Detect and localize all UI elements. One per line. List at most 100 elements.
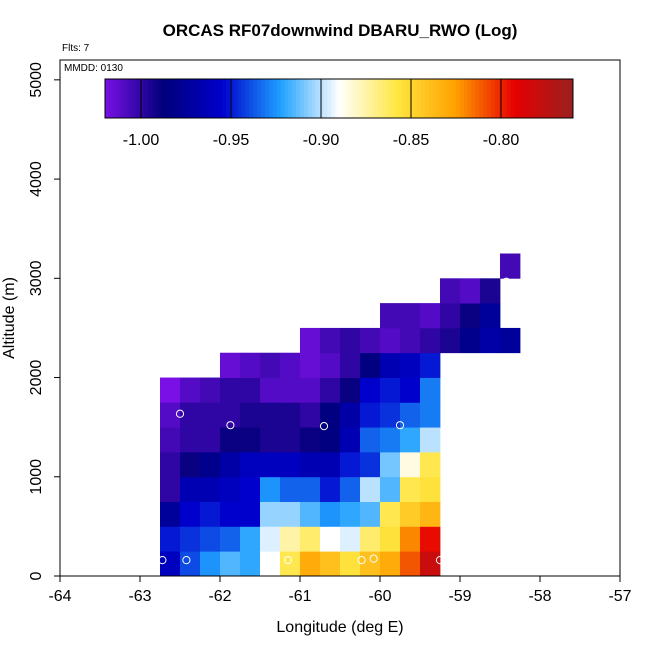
heatmap-cell <box>160 402 181 428</box>
heatmap-cell <box>340 451 361 478</box>
heatmap-cell <box>500 327 521 354</box>
colorbar-segment <box>358 79 363 118</box>
sample-marker <box>502 277 511 286</box>
colorbar-segment <box>534 79 539 118</box>
colorbar-segment <box>370 79 375 118</box>
x-tick-label: -60 <box>368 588 391 605</box>
heatmap-cell <box>360 427 381 453</box>
heatmap-cell <box>340 327 361 354</box>
heatmap-cell <box>360 551 381 577</box>
colorbar-segment <box>413 79 418 118</box>
colorbar-segment <box>229 79 235 118</box>
sample-marker <box>435 556 445 565</box>
heatmap-cell <box>180 451 201 478</box>
colorbar-segment <box>264 79 270 118</box>
sample-marker <box>175 409 185 418</box>
colorbar-segment <box>167 79 172 118</box>
colorbar: -1.00 -0.95 -0.90 -0.85 -0.80 <box>104 78 574 149</box>
heatmap-cell <box>220 551 241 577</box>
heatmap-cell <box>300 451 321 478</box>
heatmap-cell <box>260 377 281 403</box>
colorbar-segment <box>518 79 523 118</box>
heatmap-cell <box>300 476 321 502</box>
heatmap-cell <box>280 427 301 453</box>
colorbar-frame <box>104 78 574 119</box>
heatmap-cell <box>300 501 321 527</box>
heatmap-cell <box>480 278 501 304</box>
heatmap-cell <box>160 476 181 502</box>
heatmap-cell <box>380 427 401 453</box>
colorbar-segment <box>132 79 137 118</box>
heatmap-cell <box>180 427 201 453</box>
heatmap-cell <box>400 427 421 453</box>
colorbar-segment <box>202 79 207 118</box>
heatmap-cell <box>300 402 321 428</box>
colorbar-segment <box>233 79 239 118</box>
colorbar-segment <box>284 79 289 118</box>
colorbar-segment <box>237 79 242 118</box>
colorbar-segment <box>179 79 184 118</box>
heatmap-cell <box>400 476 421 502</box>
colorbar-segment <box>526 79 531 118</box>
colorbar-segment <box>561 79 566 118</box>
colorbar-segment <box>245 79 250 118</box>
heatmap-cell <box>240 526 261 552</box>
colorbar-segment <box>495 79 500 118</box>
heatmap-cell <box>280 377 301 403</box>
heatmap-cell <box>240 476 261 502</box>
heatmap-cell <box>260 427 281 453</box>
heatmap-cell <box>360 451 381 478</box>
heatmap-cell <box>300 327 321 354</box>
colorbar-segment <box>307 79 313 118</box>
colorbar-tick-label: -0.95 <box>213 132 250 149</box>
heatmap-cell <box>160 377 181 403</box>
heatmap-cell <box>420 303 441 329</box>
heatmap-cell <box>200 451 221 478</box>
heatmap-cell <box>420 427 441 453</box>
heatmap-cell <box>360 377 381 403</box>
heatmap-cell <box>220 377 241 403</box>
colorbar-segment <box>389 79 395 118</box>
heatmap-cell <box>340 402 361 428</box>
colorbar-segment <box>280 79 285 118</box>
heatmap-cell <box>400 526 421 552</box>
heatmap-cell <box>360 526 381 552</box>
colorbar-segment <box>206 79 211 118</box>
colorbar-segment <box>249 79 254 118</box>
heatmap-cell <box>160 526 181 552</box>
heatmap-cell <box>500 253 521 279</box>
heatmap-cell <box>420 476 441 502</box>
heatmap-cell <box>420 451 441 478</box>
colorbar-segment <box>557 79 562 118</box>
heatmap-cell <box>460 278 481 304</box>
colorbar-segment <box>401 79 406 118</box>
heatmap-cell <box>420 352 441 378</box>
heatmap-cell <box>380 402 401 428</box>
x-tick-label: -63 <box>128 588 151 605</box>
colorbar-segment <box>323 79 328 118</box>
heatmap-cell <box>280 352 301 378</box>
heatmap-cell <box>320 327 341 354</box>
date-annotation: MMDD: 0130 <box>64 63 123 74</box>
heatmap-cell <box>400 377 421 403</box>
heatmap-cell <box>300 526 321 552</box>
colorbar-tick-label: -0.85 <box>393 132 430 149</box>
heatmap-cell <box>360 476 381 502</box>
colorbar-segment <box>257 79 262 118</box>
sample-marker <box>395 421 405 430</box>
heatmap-cell <box>220 501 241 527</box>
heatmap-cell <box>200 526 221 552</box>
x-tick-label: -59 <box>448 588 471 605</box>
colorbar-segment <box>475 79 480 118</box>
heatmap-cell <box>380 451 401 478</box>
colorbar-segment <box>288 79 293 118</box>
heatmap-cell <box>240 427 261 453</box>
heatmap-cell <box>280 402 301 428</box>
heatmap-cell <box>480 303 501 329</box>
heatmap-cell <box>400 501 421 527</box>
colorbar-segment <box>163 79 168 118</box>
colorbar-segment <box>417 79 422 118</box>
heatmap-cell <box>360 402 381 428</box>
heatmap-cell <box>340 377 361 403</box>
heatmap-cell <box>180 551 201 577</box>
